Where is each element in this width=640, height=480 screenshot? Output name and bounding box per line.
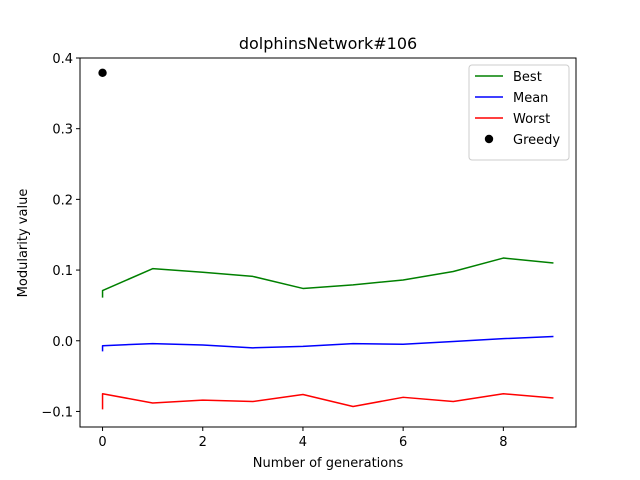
series-line-best xyxy=(101,257,554,298)
x-tick-label: 6 xyxy=(399,435,407,450)
y-tick-label: 0.4 xyxy=(52,52,73,67)
series-line-mean xyxy=(101,335,554,352)
x-tick-label: 0 xyxy=(98,435,106,450)
series-line-worst xyxy=(101,393,554,410)
x-tick-label: 4 xyxy=(299,435,307,450)
y-tick-label: 0.2 xyxy=(52,193,73,208)
y-axis-label: Modularity value xyxy=(16,189,31,298)
chart-title: dolphinsNetwork#106 xyxy=(239,34,417,53)
axes-frame xyxy=(79,57,577,428)
legend-label-greedy: Greedy xyxy=(513,133,560,148)
data-point-greedy xyxy=(98,68,107,78)
y-tick-label: 0.3 xyxy=(52,123,73,138)
legend-label-worst: Worst xyxy=(513,112,550,127)
x-tick-label: 8 xyxy=(499,435,507,450)
legend: Best Mean Worst Greedy xyxy=(468,64,570,161)
y-tick-label: 0.0 xyxy=(52,335,73,350)
x-tick-label: 2 xyxy=(199,435,207,450)
legend-swatch-greedy xyxy=(484,134,494,144)
legend-label-mean: Mean xyxy=(513,91,548,106)
y-tick-label: −0.1 xyxy=(41,405,73,420)
plot-area: 0 2 4 6 8 −0.1 0.0 0.1 0.2 0.3 0.4 xyxy=(41,52,577,450)
x-axis-label: Number of generations xyxy=(253,456,404,471)
legend-box xyxy=(468,64,570,161)
y-tick-label: 0.1 xyxy=(52,264,73,279)
legend-label-best: Best xyxy=(513,70,542,85)
